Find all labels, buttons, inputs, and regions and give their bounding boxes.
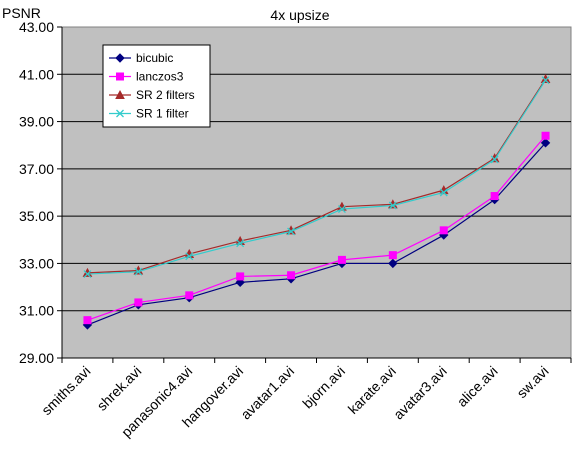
y-axis-label: PSNR [2, 5, 41, 21]
y-tick-label: 37.00 [19, 161, 54, 177]
legend-label: SR 2 filters [136, 88, 195, 102]
y-tick-label: 29.00 [19, 350, 54, 366]
data-point-sr-1-filter [83, 270, 92, 279]
data-point-sr-1-filter [388, 201, 397, 210]
marker-stroke [83, 270, 92, 279]
data-point-lanczos3 [134, 298, 143, 307]
x-tick-label: bjorn.avi [299, 363, 348, 412]
series-line-sr-2-filters [87, 78, 547, 274]
marker-stroke [116, 109, 124, 118]
data-point-lanczos3 [185, 291, 194, 300]
x-tick-label: karate.avi [345, 363, 399, 417]
data-point-lanczos3 [490, 192, 499, 201]
data-point-lanczos3 [236, 272, 245, 281]
y-tick-label: 33.00 [19, 255, 54, 271]
data-point-lanczos3 [83, 316, 92, 325]
legend-marker [115, 53, 125, 63]
y-tick-label: 31.00 [19, 303, 54, 319]
x-tick-label: smiths.avi [38, 363, 93, 418]
data-point-sr-1-filter [490, 155, 499, 164]
data-point-lanczos3 [388, 251, 397, 260]
legend-marker [116, 72, 124, 81]
marker-stroke [337, 205, 346, 214]
x-tick-label: sw.avi [513, 363, 551, 401]
legend-label: SR 1 filter [136, 107, 189, 121]
legend-label: lanczos3 [136, 70, 184, 84]
data-point-sr-1-filter [236, 239, 245, 248]
data-point-bicubic [540, 138, 551, 148]
legend-marker [115, 89, 125, 99]
x-tick-label: shrek.avi [94, 363, 145, 414]
marker-stroke [439, 188, 448, 197]
data-point-sr-1-filter [287, 227, 296, 236]
data-point-lanczos3 [337, 255, 346, 264]
y-tick-label: 35.00 [19, 208, 54, 224]
chart-title: 4x upsize [270, 7, 329, 23]
data-point-lanczos3 [287, 271, 296, 280]
marker-stroke [287, 227, 296, 236]
data-point-sr-1-filter [541, 76, 550, 85]
x-tick-label: avatar1.avi [237, 363, 297, 423]
x-tick-label: avatar3.avi [390, 363, 450, 423]
data-point-sr-1-filter [134, 267, 143, 276]
y-tick-label: 39.00 [19, 114, 54, 130]
y-tick-label: 41.00 [19, 66, 54, 82]
y-tick-label: 43.00 [19, 19, 54, 35]
x-tick-label: alice.avi [454, 363, 501, 410]
plot-area: 29.00 31.00 33.00 35.00 37.00 39.00 41.00 43.00… [19, 19, 572, 440]
series-line-bicubic [87, 142, 546, 326]
marker-stroke [490, 155, 499, 164]
marker-stroke [541, 76, 550, 85]
data-point-lanczos3 [439, 226, 448, 235]
data-point-sr-1-filter [439, 188, 448, 197]
marker-stroke [185, 252, 194, 261]
data-point-lanczos3 [541, 131, 550, 140]
marker-stroke [134, 267, 143, 276]
data-point-sr-1-filter [337, 205, 346, 214]
data-point-bicubic [388, 258, 398, 269]
series-line-lanczos3 [87, 135, 547, 321]
marker-stroke [236, 239, 245, 248]
marker-stroke [388, 201, 397, 210]
legend-label: bicubic [136, 51, 173, 65]
data-point-sr-1-filter [185, 252, 194, 261]
legend-marker [116, 109, 124, 118]
legend: bicubic lanczos3 SR 2 filters SR 1 filter [102, 44, 211, 128]
series-line-sr-1-filter [87, 79, 547, 275]
